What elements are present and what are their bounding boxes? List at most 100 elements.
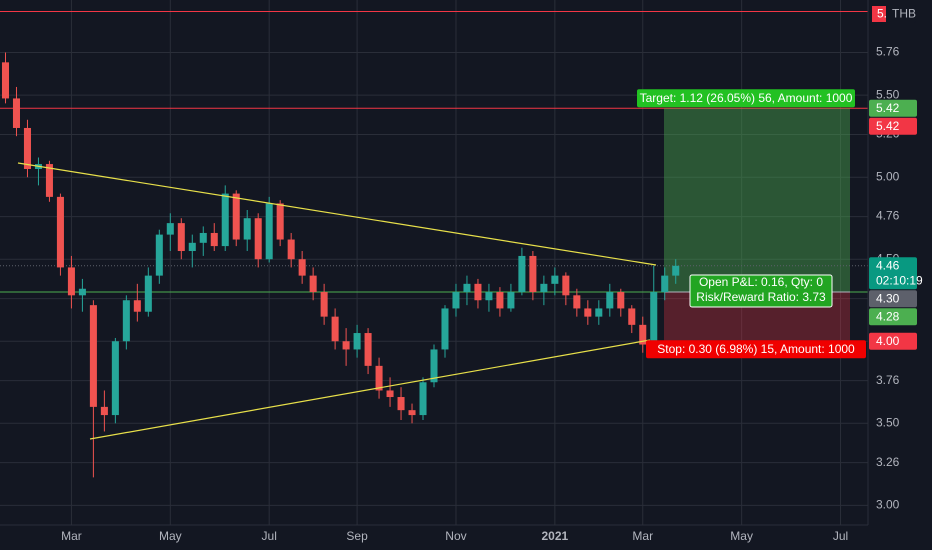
candle-body bbox=[287, 239, 295, 260]
candle-body bbox=[419, 382, 427, 416]
y-tick-label: 3.50 bbox=[876, 415, 900, 429]
candle-body bbox=[1, 62, 10, 99]
x-tick-label: Nov bbox=[445, 529, 466, 543]
candle-body bbox=[474, 283, 482, 301]
target-label: Target: 1.12 (26.05%) 56, Amount: 1000 bbox=[640, 91, 853, 105]
price-badge bbox=[869, 99, 917, 117]
candle-body bbox=[397, 397, 405, 411]
candle-body bbox=[496, 292, 504, 309]
x-tick-label: Jul bbox=[833, 529, 848, 543]
x-tick-label: Mar bbox=[632, 529, 653, 543]
stop-label: Stop: 0.30 (6.98%) 15, Amount: 1000 bbox=[657, 342, 855, 356]
candle-body bbox=[122, 300, 130, 342]
candle-body bbox=[639, 324, 647, 345]
pnl-label: Open P&L: 0.16, Qty: 0 bbox=[699, 275, 823, 289]
y-tick-label: 5.00 bbox=[876, 169, 900, 183]
x-tick-label: Jul bbox=[262, 529, 277, 543]
candle-body bbox=[298, 259, 306, 276]
candle-body bbox=[309, 275, 317, 293]
x-tick-label: Sep bbox=[346, 529, 368, 543]
candle-body bbox=[111, 341, 119, 416]
rr-label: Risk/Reward Ratio: 3.73 bbox=[696, 290, 826, 304]
candle-body bbox=[551, 275, 559, 284]
price-badge-label: 4.28 bbox=[876, 309, 900, 323]
candle-body bbox=[463, 283, 471, 293]
profit-zone bbox=[664, 108, 850, 293]
y-tick-label: 4.76 bbox=[876, 209, 900, 223]
y-tick-label: 3.26 bbox=[876, 455, 900, 469]
candle-body bbox=[155, 234, 163, 276]
y-tick-label: 5.50 bbox=[876, 87, 900, 101]
candle-body bbox=[430, 349, 438, 383]
candle-body bbox=[364, 333, 372, 366]
candle-body bbox=[166, 223, 174, 235]
candle-body bbox=[672, 265, 680, 276]
candle-body bbox=[12, 98, 20, 128]
candle-body bbox=[617, 292, 625, 309]
candle-body bbox=[254, 218, 262, 260]
price-badge bbox=[869, 290, 917, 308]
candle-body bbox=[199, 232, 207, 243]
currency-box[interactable] bbox=[886, 5, 916, 23]
candle-body bbox=[452, 292, 460, 309]
candle-body bbox=[243, 218, 251, 240]
price-badge-label: 4.30 bbox=[876, 291, 900, 305]
currency[interactable]: THB bbox=[892, 7, 916, 21]
candle-body bbox=[573, 295, 581, 309]
candle-body bbox=[342, 341, 350, 350]
candle-body bbox=[518, 255, 526, 293]
candle-body bbox=[606, 292, 614, 309]
candle-body bbox=[562, 275, 570, 296]
pnl-box bbox=[689, 274, 833, 308]
price-badge bbox=[869, 308, 917, 326]
stop-label-box bbox=[646, 340, 866, 359]
candle-body bbox=[232, 193, 240, 240]
candle-body bbox=[540, 283, 548, 293]
candle-body bbox=[331, 316, 339, 342]
price-badge-label: 5.42 bbox=[876, 119, 900, 133]
candle-body bbox=[210, 232, 218, 247]
x-tick-label: May bbox=[730, 529, 753, 543]
price-badge bbox=[869, 332, 917, 350]
price-badge-label: 5.42 bbox=[876, 101, 900, 115]
candle-body bbox=[56, 196, 64, 268]
candle-body bbox=[23, 127, 31, 169]
candle-body bbox=[375, 365, 383, 391]
candle-body bbox=[485, 292, 493, 301]
candle-body bbox=[386, 390, 394, 398]
y-tick-label: 5.76 bbox=[876, 45, 900, 59]
candle-body bbox=[221, 193, 229, 247]
price-badge bbox=[869, 257, 917, 290]
candle-body bbox=[661, 275, 669, 293]
candle-body bbox=[276, 203, 284, 240]
candle-body bbox=[584, 308, 592, 317]
axis: 3.003.263.503.764.004.264.504.765.005.26… bbox=[61, 45, 923, 544]
price-badge-label: 4.00 bbox=[876, 334, 900, 348]
y-tick-label: 3.76 bbox=[876, 373, 900, 387]
x-tick-label: May bbox=[159, 529, 182, 543]
candle-body bbox=[78, 288, 86, 296]
candle-body bbox=[177, 223, 185, 252]
candle-body bbox=[408, 410, 416, 416]
candle-body bbox=[650, 292, 658, 345]
candle-body bbox=[628, 308, 636, 325]
candle-body bbox=[45, 164, 53, 197]
y-tick-label: 3.00 bbox=[876, 497, 900, 511]
trendline[interactable] bbox=[17, 162, 657, 266]
price-badge-label: 4.46 bbox=[876, 258, 900, 272]
candle-body bbox=[89, 305, 97, 407]
price-badge bbox=[869, 117, 917, 135]
candle-body bbox=[144, 275, 152, 312]
candle-body bbox=[100, 406, 108, 416]
trendline[interactable] bbox=[89, 339, 651, 440]
candle-body bbox=[529, 255, 537, 293]
top-badge bbox=[872, 6, 886, 22]
x-tick-label: 2021 bbox=[542, 529, 569, 543]
x-tick-label: Mar bbox=[61, 529, 82, 543]
overlay: Target: 1.12 (26.05%) 56, Amount: 1000 St… bbox=[637, 89, 866, 359]
candle-body bbox=[67, 267, 75, 296]
candle-body bbox=[265, 203, 273, 260]
candle-body bbox=[353, 333, 361, 350]
